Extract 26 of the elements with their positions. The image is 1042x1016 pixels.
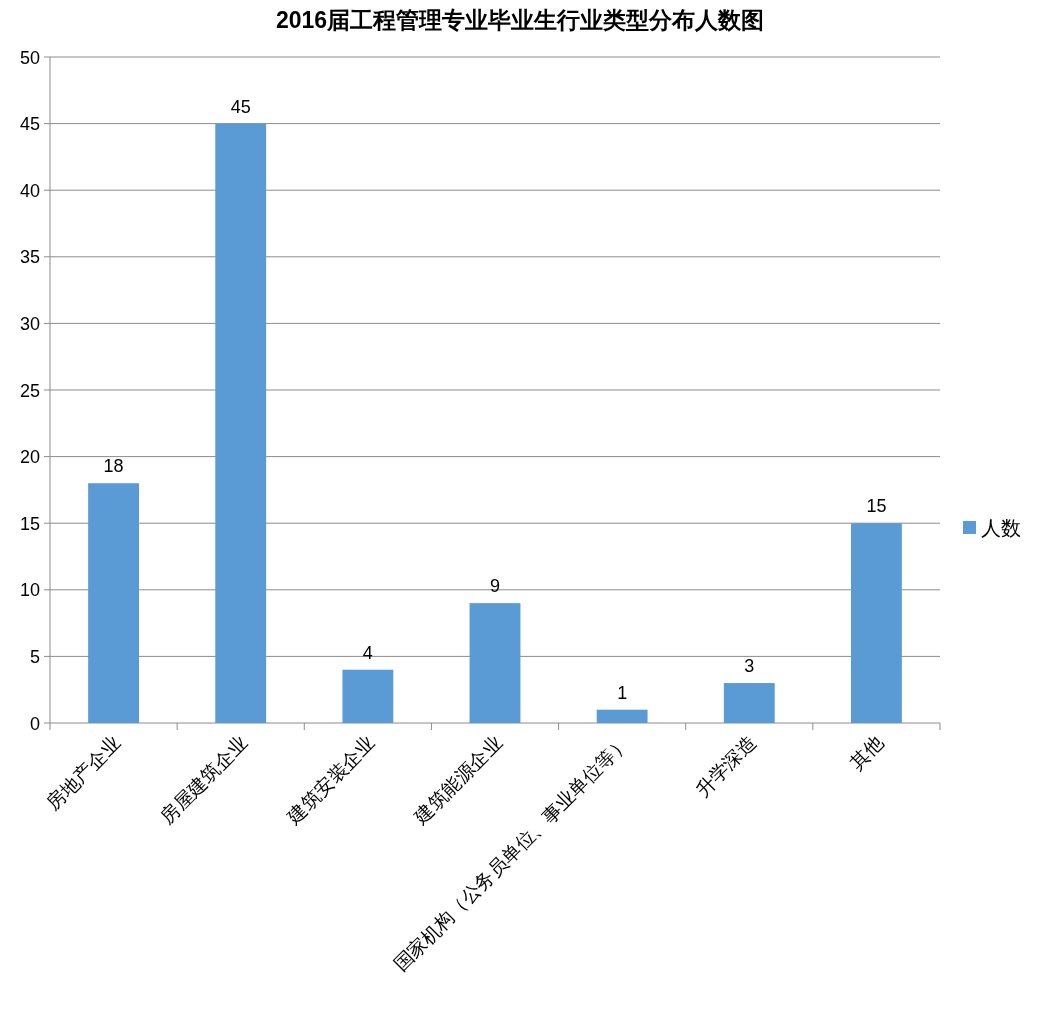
y-tick-label: 45 xyxy=(19,114,40,135)
data-label: 18 xyxy=(103,456,124,477)
chart-title: 2016届工程管理专业毕业生行业类型分布人数图 xyxy=(275,7,765,33)
legend-label: 人数 xyxy=(981,517,1021,539)
x-tick-label: 其他 xyxy=(845,731,888,774)
x-tick-label: 升学深造 xyxy=(691,731,761,801)
data-label: 9 xyxy=(489,576,501,597)
y-tick-label: 30 xyxy=(19,313,40,334)
data-label: 45 xyxy=(230,96,251,117)
y-tick-label: 5 xyxy=(29,646,40,667)
x-tick-label: 房地产企业 xyxy=(42,731,125,814)
data-label: 15 xyxy=(866,496,887,517)
y-tick-label: 0 xyxy=(29,713,40,734)
data-label: 1 xyxy=(617,682,628,703)
y-tick-label: 40 xyxy=(19,180,40,201)
y-tick-label: 20 xyxy=(19,447,40,468)
x-tick-label: 建筑能源企业 xyxy=(409,731,506,829)
x-tick-label: 房屋建筑企业 xyxy=(156,731,252,828)
data-label: 3 xyxy=(744,656,755,677)
y-tick-label: 35 xyxy=(19,247,40,268)
data-label: 4 xyxy=(362,642,373,663)
x-tick-label: 建筑安装企业 xyxy=(282,731,379,829)
y-tick-label: 15 xyxy=(19,513,40,534)
y-tick-label: 10 xyxy=(19,580,40,601)
y-tick-label: 50 xyxy=(19,47,40,68)
y-tick-label: 25 xyxy=(19,380,40,401)
